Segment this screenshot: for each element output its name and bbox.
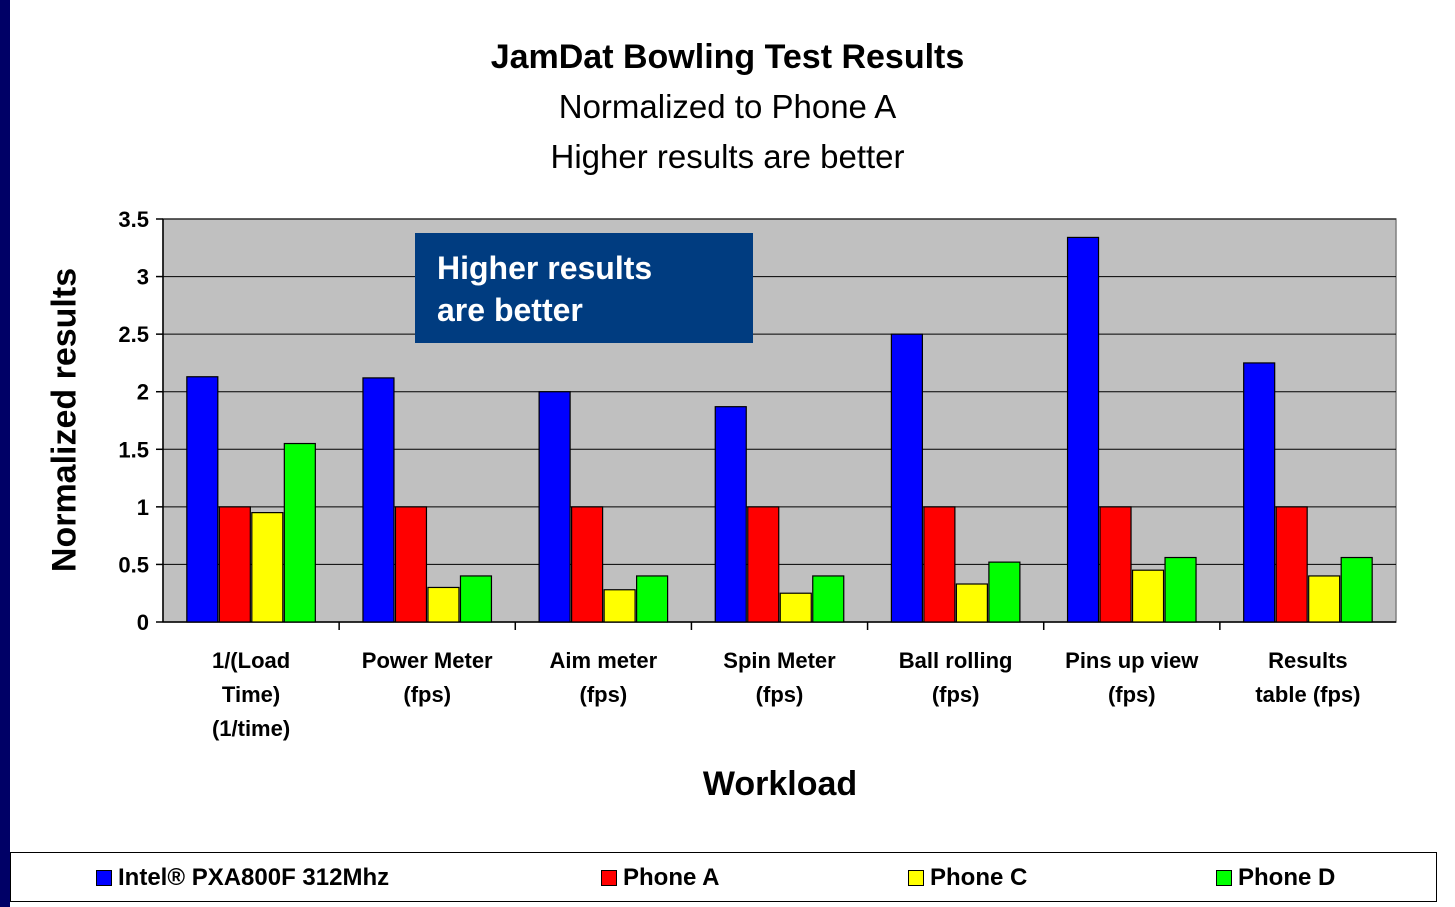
legend-label-phone-d: Phone D [1238,864,1336,891]
bar [603,589,636,623]
bar [1340,556,1373,623]
x-tick-label: (fps) [756,682,804,707]
legend: Intel® PXA800F 312Mhz Phone A Phone C Ph… [10,852,1437,902]
x-axis-label: Workload [702,765,858,803]
x-tick-label: 1/(Load [212,648,290,673]
y-tick-label: 3.5 [118,207,149,232]
x-tick-label: (fps) [932,682,980,707]
bar [427,586,460,623]
x-tick-label: Time) [222,682,280,707]
x-tick-label: (fps) [580,682,628,707]
x-tick-label: Aim meter [550,648,658,673]
bar [218,506,251,623]
bar [571,506,604,623]
bar [779,592,812,623]
legend-item-phone-a: Phone A [601,864,719,892]
plot-area [162,218,1397,623]
bar [459,575,493,623]
bar [362,377,395,623]
bar [1066,236,1100,623]
bar [1243,362,1276,623]
x-tick-label: (1/time) [212,716,290,741]
x-tick-label: Pins up view [1065,648,1199,673]
legend-label-intel: Intel® PXA800F 312Mhz [118,864,390,891]
y-tick-label: 0.5 [118,552,149,577]
legend-swatch-phone-c [908,870,924,886]
callout-line-1: Higher results [437,250,653,286]
bar [923,506,956,623]
bar [1308,575,1341,623]
callout-box: Higher results are better [415,233,753,343]
x-tick-label: Spin Meter [723,648,836,673]
legend-item-phone-d: Phone D [1216,864,1335,892]
y-tick-label: 1.5 [118,437,149,462]
bar [988,561,1021,623]
chart-title: JamDat Bowling Test Results [490,38,965,76]
x-tick-label: (fps) [403,682,451,707]
bar [186,376,219,623]
bar [251,512,284,623]
bar [890,333,923,623]
legend-swatch-intel [96,870,112,886]
x-tick-label: table (fps) [1255,682,1360,707]
y-tick-label: 2 [137,380,149,405]
bar [955,583,988,623]
bar [1131,569,1165,623]
bar [747,506,780,623]
x-tick-label: Results [1268,648,1347,673]
legend-swatch-phone-a [601,870,617,886]
bar [538,391,571,623]
y-tick-label: 3 [137,265,149,290]
legend-item-intel: Intel® PXA800F 312Mhz [96,864,389,892]
y-tick-label: 2.5 [118,322,149,347]
chart-subtitle-line-1: Normalized to Phone A [558,88,897,125]
bar [394,506,428,623]
y-tick-label: 1 [137,495,149,520]
callout-line-2: are better [437,292,583,328]
bar [812,575,845,623]
y-tick-label: 0 [137,610,149,635]
x-tick-label: Ball rolling [899,648,1013,673]
bar [1164,556,1197,623]
bar [1275,506,1308,623]
x-tick-label: Power Meter [362,648,493,673]
bar [636,575,669,623]
legend-label-phone-a: Phone A [623,864,720,891]
legend-label-phone-c: Phone C [930,864,1028,891]
bar [714,406,747,623]
bar [1099,506,1132,623]
x-tick-label: (fps) [1108,682,1156,707]
legend-item-phone-c: Phone C [908,864,1027,892]
bar [283,442,316,623]
chart-subtitle-line-2: Higher results are better [550,138,905,175]
legend-swatch-phone-d [1216,870,1232,886]
